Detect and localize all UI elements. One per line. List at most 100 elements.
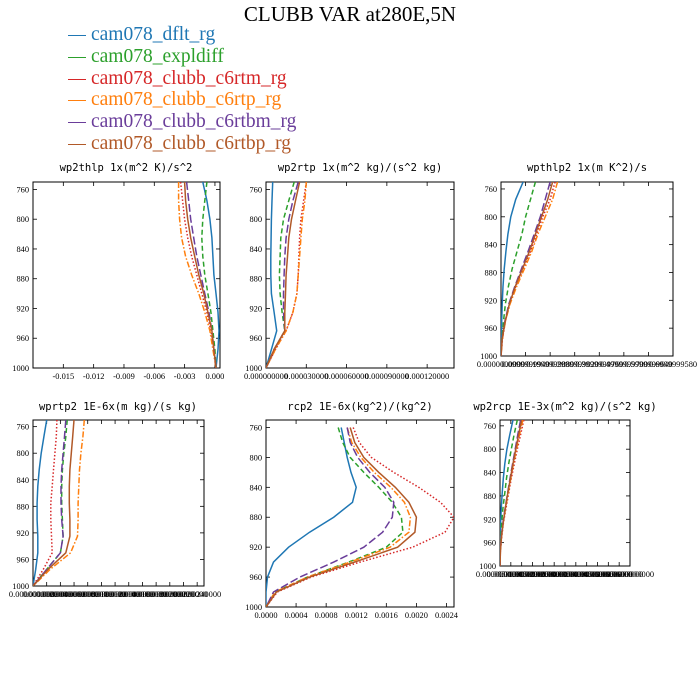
series-line bbox=[33, 420, 75, 586]
x-tick-label: 0.6999999580 bbox=[649, 360, 697, 369]
series-line bbox=[266, 427, 357, 607]
y-tick-label: 800 bbox=[249, 453, 262, 462]
series-line bbox=[501, 182, 537, 356]
y-tick-label: 1000 bbox=[479, 562, 496, 571]
legend-label: cam078_clubb_c6rtp_rg bbox=[91, 89, 282, 111]
x-tick-label: 0.0000100000 bbox=[77, 590, 125, 599]
legend-entry: cam078_clubb_c6rtp_rg bbox=[68, 89, 296, 111]
x-tick-label: 0.0200000000 bbox=[519, 570, 567, 579]
legend-label: cam078_dflt_rg bbox=[91, 24, 216, 45]
series-line bbox=[501, 182, 524, 356]
y-tick-label: 800 bbox=[249, 215, 262, 224]
plot-frame bbox=[500, 181, 674, 357]
x-tick-label: 0.0150000000 bbox=[508, 570, 556, 579]
panel-title: wp2rcp 1E-3x(m^2 kg)/(s^2 kg) bbox=[473, 401, 656, 413]
series-line bbox=[33, 420, 68, 586]
panel-title: wpthlp2 1x(m K^2)/s bbox=[527, 162, 647, 174]
y-tick-label: 760 bbox=[483, 422, 496, 431]
panel-title: wp2thlp 1x(m^2 K)/s^2 bbox=[60, 162, 193, 174]
legend-entry: cam078_clubb_c6rtm_rg bbox=[68, 68, 296, 90]
x-tick-label: 0.0020 bbox=[405, 611, 428, 620]
x-tick-label: 0.0000060000 bbox=[50, 590, 98, 599]
y-tick-label: 800 bbox=[483, 445, 496, 454]
y-tick-label: 920 bbox=[249, 543, 262, 552]
y-tick-label: 840 bbox=[484, 241, 497, 250]
x-tick-label: 0.0000080000 bbox=[64, 590, 112, 599]
y-tick-label: 760 bbox=[16, 185, 29, 194]
y-tick-label: 760 bbox=[16, 423, 29, 432]
series-line bbox=[183, 182, 217, 368]
legend: cam078_dflt_rg cam078_expldiff cam078_cl… bbox=[68, 24, 296, 155]
y-tick-label: 1000 bbox=[245, 364, 262, 373]
legend-swatch bbox=[68, 100, 86, 102]
x-tick-label: 0.0000020000 bbox=[23, 590, 71, 599]
x-tick-label: -0.015 bbox=[53, 372, 75, 381]
plot-frame bbox=[32, 181, 221, 369]
y-tick-label: 880 bbox=[483, 492, 496, 501]
x-tick-label: 0.000 bbox=[206, 372, 225, 381]
series-line bbox=[501, 182, 559, 356]
series-line bbox=[500, 420, 523, 566]
x-tick-label: 0.4999999700 bbox=[600, 360, 648, 369]
y-tick-label: 800 bbox=[16, 215, 29, 224]
x-tick-label: 0.0400000000 bbox=[563, 570, 611, 579]
plot-frame bbox=[32, 419, 205, 587]
y-tick-label: 880 bbox=[249, 275, 262, 284]
x-tick-label: 0.0000 bbox=[254, 611, 277, 620]
x-tick-label: 0.0600000000 bbox=[606, 570, 654, 579]
y-tick-label: 840 bbox=[16, 476, 29, 485]
legend-label: cam078_expldiff bbox=[91, 45, 224, 67]
y-tick-label: 760 bbox=[484, 185, 497, 194]
legend-entry: cam078_dflt_rg bbox=[68, 24, 296, 46]
y-tick-label: 880 bbox=[16, 502, 29, 511]
series-line bbox=[177, 182, 217, 368]
y-tick-label: 920 bbox=[484, 296, 497, 305]
series-line bbox=[266, 427, 418, 607]
series-line bbox=[266, 427, 454, 607]
x-tick-label: 0.0550000000 bbox=[595, 570, 643, 579]
series-line bbox=[501, 182, 554, 356]
series-line bbox=[266, 427, 412, 607]
series-line bbox=[266, 182, 295, 368]
legend-swatch bbox=[68, 56, 86, 58]
x-tick-label: 0.0450000000 bbox=[573, 570, 621, 579]
y-tick-label: 840 bbox=[249, 245, 262, 254]
series-line bbox=[266, 182, 308, 368]
x-tick-label: 0.0016 bbox=[375, 611, 398, 620]
y-tick-label: 840 bbox=[16, 245, 29, 254]
y-tick-label: 960 bbox=[484, 324, 497, 333]
x-tick-label: 0.0350000000 bbox=[552, 570, 600, 579]
x-tick-label: 0.0000140000 bbox=[105, 590, 153, 599]
y-tick-label: 1000 bbox=[480, 352, 497, 361]
x-tick-label: 0.0004 bbox=[285, 611, 309, 620]
x-tick-label: -0.003 bbox=[174, 372, 196, 381]
x-tick-label: -0.009 bbox=[113, 372, 135, 381]
legend-label: cam078_clubb_c6rtm_rg bbox=[91, 67, 287, 89]
x-tick-label: 0.000060000 bbox=[325, 372, 369, 381]
x-tick-label: 0.0000160000 bbox=[118, 590, 166, 599]
x-tick-label: 0.2999999820 bbox=[551, 360, 599, 369]
y-tick-label: 800 bbox=[484, 213, 497, 222]
plot-frame bbox=[265, 419, 455, 608]
legend-swatch bbox=[68, 35, 86, 37]
series-line bbox=[501, 182, 551, 356]
y-tick-label: 920 bbox=[483, 515, 496, 524]
x-tick-label: 0.0050000000 bbox=[487, 570, 535, 579]
series-line bbox=[266, 427, 395, 607]
legend-entry: cam078_clubb_c6rtbp_rg bbox=[68, 133, 296, 155]
x-tick-label: 0.000030000 bbox=[284, 372, 328, 381]
x-tick-label: 0.0000240000 bbox=[173, 590, 221, 599]
legend-swatch bbox=[68, 122, 86, 124]
y-tick-label: 880 bbox=[484, 268, 497, 277]
x-tick-label: 0.000120000 bbox=[405, 372, 449, 381]
y-tick-label: 800 bbox=[16, 449, 29, 458]
x-tick-label: 0.0250000000 bbox=[530, 570, 578, 579]
x-tick-label: 0.0000220000 bbox=[159, 590, 207, 599]
x-tick-label: 0.0000000000 bbox=[477, 360, 525, 369]
y-tick-label: 760 bbox=[249, 423, 262, 432]
y-tick-label: 960 bbox=[16, 334, 29, 343]
y-tick-label: 760 bbox=[249, 185, 262, 194]
x-tick-label: 0.0000000000 bbox=[476, 570, 524, 579]
plot-frame bbox=[265, 181, 455, 369]
